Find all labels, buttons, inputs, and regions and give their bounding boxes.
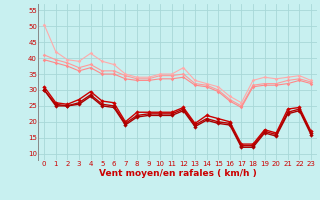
X-axis label: Vent moyen/en rafales ( km/h ): Vent moyen/en rafales ( km/h ) bbox=[99, 169, 256, 178]
